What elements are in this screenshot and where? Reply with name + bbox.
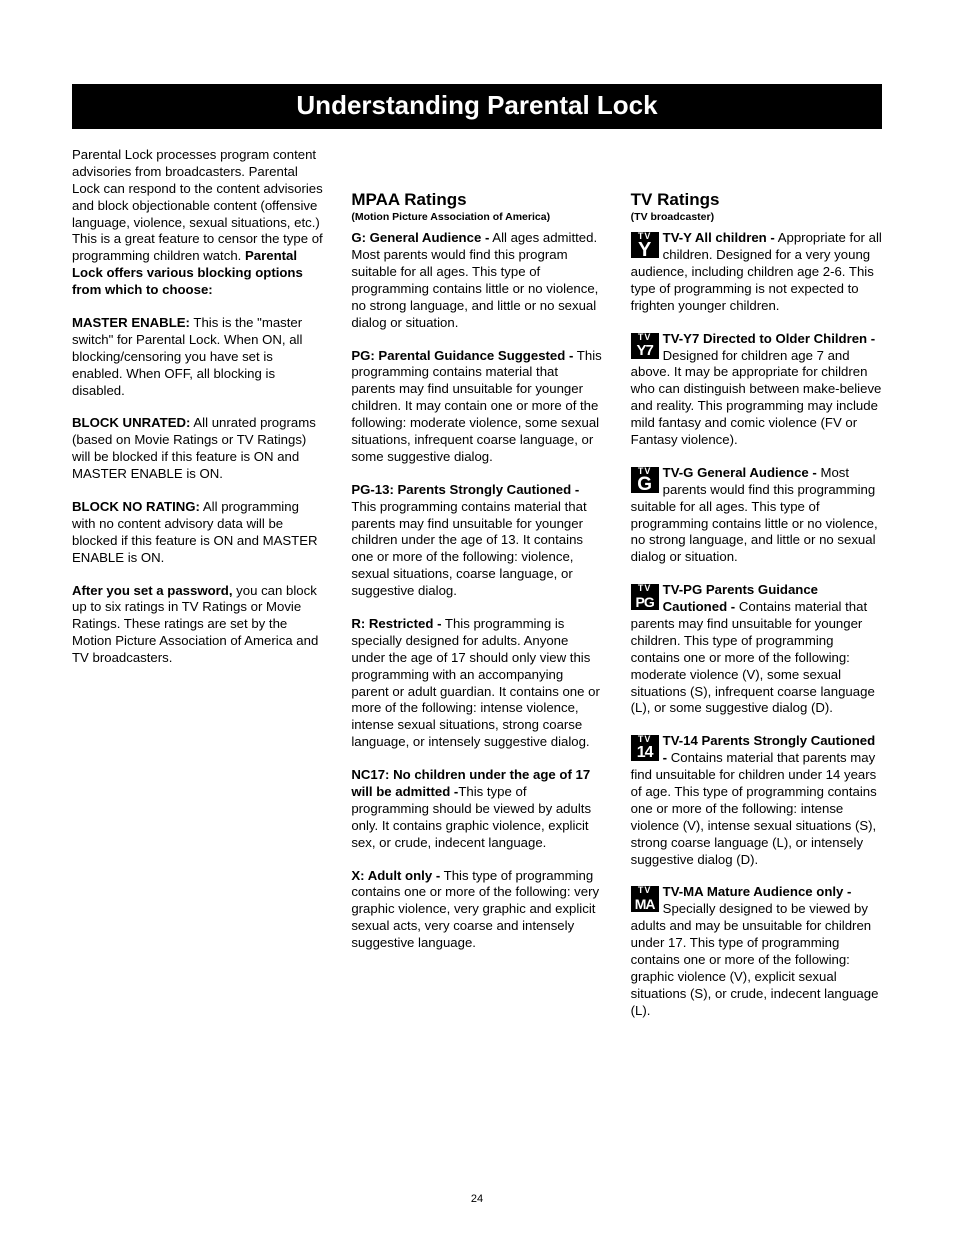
rating-tv14-label: TV-14 Parents Strongly Cautioned [663,733,876,748]
content-columns: Parental Lock processes program content … [72,147,882,1036]
column-tv: TV Ratings (TV broadcaster) TV Y TV-Y Al… [631,147,882,1036]
block-norating-paragraph: BLOCK NO RATING: All programming with no… [72,499,323,567]
rating-tvpg: TV PG TV-PG Parents Guidance Cautioned -… [631,582,882,717]
block-unrated-label: BLOCK UNRATED: [72,415,190,430]
rating-tv14-text: Contains material that parents may find … [631,750,877,866]
intro-text: Parental Lock processes program content … [72,147,323,263]
column-mpaa: MPAA Ratings (Motion Picture Association… [351,147,602,1036]
icon-code-y: Y [631,241,659,259]
rating-tvma-text: Specially designed to be viewed by adult… [631,901,879,1017]
rating-pg-text: This programming contains material that … [351,348,601,464]
page-title: Understanding Parental Lock [72,84,882,129]
rating-tvg-label: TV-G General Audience - [663,465,817,480]
rating-nc17: NC17: No children under the age of 17 wi… [351,767,602,851]
block-norating-label: BLOCK NO RATING: [72,499,200,514]
rating-g-label: G: General Audience - [351,230,489,245]
icon-code-pg: PG [631,593,659,611]
icon-code-y7: Y7 [631,342,659,360]
rating-tv14-dash: - [663,750,671,765]
tv-14-icon: TV 14 [631,735,659,761]
tv-y7-icon: TV Y7 [631,333,659,359]
rating-tvy: TV Y TV-Y All children - Appropriate for… [631,230,882,314]
password-label: After you set a password, [72,583,233,598]
password-paragraph: After you set a password, you can block … [72,583,323,667]
rating-r-label: R: Restricted - [351,616,441,631]
rating-tvma: TV-MA Mature Audience only - TV MA Speci… [631,884,882,1019]
tv-pg-icon: TV PG [631,584,659,610]
rating-tvy-label: TV-Y All children - [663,230,775,245]
block-unrated-paragraph: BLOCK UNRATED: All unrated programs (bas… [72,415,323,483]
mpaa-subheading: (Motion Picture Association of America) [351,211,602,224]
mpaa-heading: MPAA Ratings [351,189,602,211]
page-number: 24 [0,1193,954,1205]
icon-tv-text: TV [631,735,659,744]
rating-g: G: General Audience - All ages admitted.… [351,230,602,331]
icon-code-ma: MA [631,895,659,913]
icon-tv-text: TV [631,584,659,593]
rating-tvma-label: TV-MA Mature Audience only - [663,884,852,899]
master-enable-label: MASTER ENABLE: [72,315,190,330]
rating-pg-label: PG: Parental Guidance Suggested - [351,348,573,363]
rating-tvy7-label: TV-Y7 Directed to Older Children - [663,331,876,346]
tv-g-icon: TV G [631,467,659,493]
tv-y-icon: TV Y [631,232,659,258]
rating-tv14: TV-14 Parents Strongly Cautioned TV 14 -… [631,733,882,868]
icon-code-g: G [631,476,659,494]
rating-pg13-label: PG-13: Parents Strongly Cautioned - [351,482,579,497]
manual-page: Understanding Parental Lock Parental Loc… [0,0,954,1235]
rating-x: X: Adult only - This type of programming… [351,868,602,952]
rating-tvpg-text: Contains material that parents may find … [631,599,875,715]
rating-tvy7: TV Y7 TV-Y7 Directed to Older Children -… [631,331,882,449]
rating-r: R: Restricted - This programming is spec… [351,616,602,751]
icon-tv-text: TV [631,886,659,895]
rating-r-text: This programming is specially designed f… [351,616,600,749]
rating-pg: PG: Parental Guidance Suggested - This p… [351,348,602,466]
tv-ma-icon: TV MA [631,886,659,912]
icon-tv-text: TV [631,333,659,342]
intro-paragraph: Parental Lock processes program content … [72,147,323,299]
icon-code-14: 14 [631,744,659,762]
column-intro: Parental Lock processes program content … [72,147,323,1036]
tv-subheading: (TV broadcaster) [631,211,882,224]
tv-heading: TV Ratings [631,189,882,211]
rating-tvg: TV G TV-G General Audience - Most parent… [631,465,882,566]
master-enable-paragraph: MASTER ENABLE: This is the "master switc… [72,315,323,399]
rating-pg13: PG-13: Parents Strongly Cautioned - This… [351,482,602,600]
rating-pg13-text: This programming contains material that … [351,499,586,598]
rating-x-label: X: Adult only - [351,868,440,883]
rating-tvy7-text: Designed for children age 7 and above. I… [631,348,882,447]
